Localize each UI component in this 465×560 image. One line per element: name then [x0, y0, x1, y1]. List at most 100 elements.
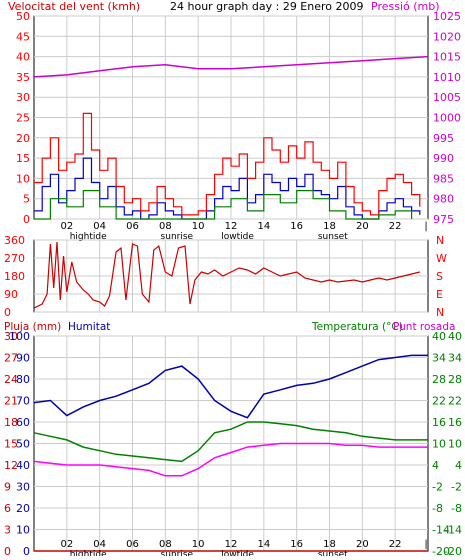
dewpoint-tick-label: 40 — [448, 330, 462, 343]
temperature-tick-label: 22 — [432, 395, 446, 408]
wind-left-axis: 0 5 10 15 20 25 30 35 40 45 50 — [16, 10, 30, 226]
wind-x-tick-label: 22 — [389, 221, 402, 232]
wind-x-tick-label: 14 — [257, 221, 270, 232]
rain-tick-label: 24 — [4, 373, 18, 386]
humidity-tick-label: 90 — [16, 352, 30, 365]
wind-x-end-tick: | — [424, 221, 427, 232]
temperature-tick-label: 16 — [432, 416, 446, 429]
wind-pressure-panel: Velocitat del vent (kmh) 24 hour graph d… — [8, 0, 461, 242]
climate-x-tick-label: 10 — [192, 539, 205, 550]
humidity-tick-label: 60 — [16, 416, 30, 429]
climate-x-tick-label: 08 — [159, 539, 172, 550]
climate-x-tick-label: 04 — [93, 539, 106, 550]
climate-axes: 0369121518212427300102030405060708090100… — [4, 330, 462, 558]
climate-x-tick-label: 22 — [389, 539, 402, 550]
temperature-tick-label: 34 — [432, 352, 446, 365]
climate-series-group — [33, 354, 428, 552]
temperature-tick-label: -14 — [432, 524, 450, 537]
climate-x-tick-label: 06 — [126, 539, 139, 550]
climate-x-tick-label: 16 — [290, 539, 303, 550]
wind-series-line — [34, 190, 413, 220]
climate-series-line — [33, 421, 428, 463]
wind-left-tick-label: 30 — [16, 91, 30, 104]
pressure-right-tick-label: 985 — [433, 172, 454, 185]
direction-tick-label: 360 — [4, 234, 25, 247]
pressure-right-tick-label: 1010 — [433, 71, 461, 84]
direction-letter-label: W — [436, 252, 447, 265]
rain-tick-label: 6 — [4, 502, 11, 515]
pressure-axis-title: Pressió (mb) — [371, 0, 440, 13]
dewpoint-tick-label: 34 — [448, 352, 462, 365]
wind-x-tick-label: 20 — [356, 221, 369, 232]
temperature-tick-label: -8 — [432, 502, 443, 515]
dewpoint-axis-title: Punt rosada — [393, 321, 455, 333]
humidity-tick-label: 0 — [23, 545, 30, 556]
wind-left-tick-label: 0 — [23, 213, 30, 226]
temperature-axis-title: Temperatura (°C) — [311, 321, 403, 333]
wind-x-tick-label: 12 — [225, 221, 238, 232]
climate-x-tick-label: 02 — [60, 539, 73, 550]
climate-x-event-label: sunrise — [161, 550, 194, 556]
direction-tick-label: 90 — [4, 288, 18, 301]
wind-axis-title: Velocitat del vent (kmh) — [8, 0, 140, 13]
wind-series-group — [33, 55, 429, 220]
wind-x-tick-label: 16 — [290, 221, 303, 232]
pressure-right-tick-label: 1020 — [433, 30, 461, 43]
climate-x-tick-label: 18 — [323, 539, 336, 550]
pressure-right-tick-label: 1000 — [433, 112, 461, 125]
humidity-axis-title: Humitat — [68, 321, 110, 333]
pressure-right-tick-label: 1015 — [433, 51, 461, 64]
direction-series-group — [33, 241, 420, 309]
wind-x-tick-label: 18 — [323, 221, 336, 232]
direction-tick-label: 0 — [4, 306, 11, 319]
dewpoint-tick-label: -2 — [451, 481, 462, 494]
humidity-tick-label: 100 — [9, 330, 30, 343]
climate-x-tick-label: 12 — [225, 539, 238, 550]
pressure-right-tick-label: 975 — [433, 213, 454, 226]
dewpoint-tick-label: 22 — [448, 395, 462, 408]
humidity-tick-label: 20 — [16, 502, 30, 515]
wind-x-axis: 02 04 06 08 10 12 14 16 18 20 22 | hightide sunrise lo… — [60, 221, 427, 242]
climate-x-end-tick: | — [424, 539, 427, 550]
direction-grid — [34, 239, 428, 313]
graph-title: 24 hour graph day : 29 Enero 2009 — [170, 0, 364, 13]
wind-x-event-label: sunset — [318, 232, 348, 242]
dewpoint-tick-label: 4 — [455, 459, 462, 472]
pressure-right-axis: 975 980 985 990 995 1000 1005 1010 1015 1020 1025 — [433, 10, 461, 226]
wind-x-tick-label: 10 — [192, 221, 205, 232]
humidity-tick-label: 30 — [16, 481, 30, 494]
climate-x-tick-label: 14 — [257, 539, 270, 550]
wind-grid — [34, 15, 428, 220]
rain-tick-label: 18 — [4, 416, 18, 429]
wind-x-tick-label: 06 — [126, 221, 139, 232]
rain-tick-label: 9 — [4, 481, 11, 494]
dewpoint-tick-label: 10 — [448, 438, 462, 451]
dewpoint-tick-label: 16 — [448, 416, 462, 429]
climate-panel: Pluja (mm) Humitat Temperatura (°C) Punt… — [4, 321, 462, 560]
rain-tick-label: 15 — [4, 438, 18, 451]
wind-series-line — [33, 55, 429, 78]
rain-tick-label: 3 — [4, 524, 11, 537]
climate-x-event-label: lowtide — [221, 550, 254, 556]
temperature-tick-label: -20 — [432, 545, 450, 556]
direction-letter-label: N — [436, 306, 444, 319]
wind-series-line — [34, 157, 421, 220]
direction-letter-label: N — [436, 234, 444, 247]
pressure-right-tick-label: 1005 — [433, 91, 461, 104]
climate-x-tick-label: 20 — [356, 539, 369, 550]
humidity-tick-label: 80 — [16, 373, 30, 386]
rain-tick-label: 30 — [4, 330, 18, 343]
temperature-tick-label: -2 — [432, 481, 443, 494]
wind-left-tick-label: 15 — [16, 152, 30, 165]
wind-left-tick-label: 10 — [16, 172, 30, 185]
wind-left-tick-label: 35 — [16, 71, 30, 84]
rain-tick-label: 27 — [4, 352, 18, 365]
pressure-right-tick-label: 980 — [433, 193, 454, 206]
wind-left-tick-label: 45 — [16, 30, 30, 43]
wind-left-tick-label: 40 — [16, 51, 30, 64]
wind-series-line — [34, 112, 421, 216]
climate-grid — [34, 335, 428, 552]
